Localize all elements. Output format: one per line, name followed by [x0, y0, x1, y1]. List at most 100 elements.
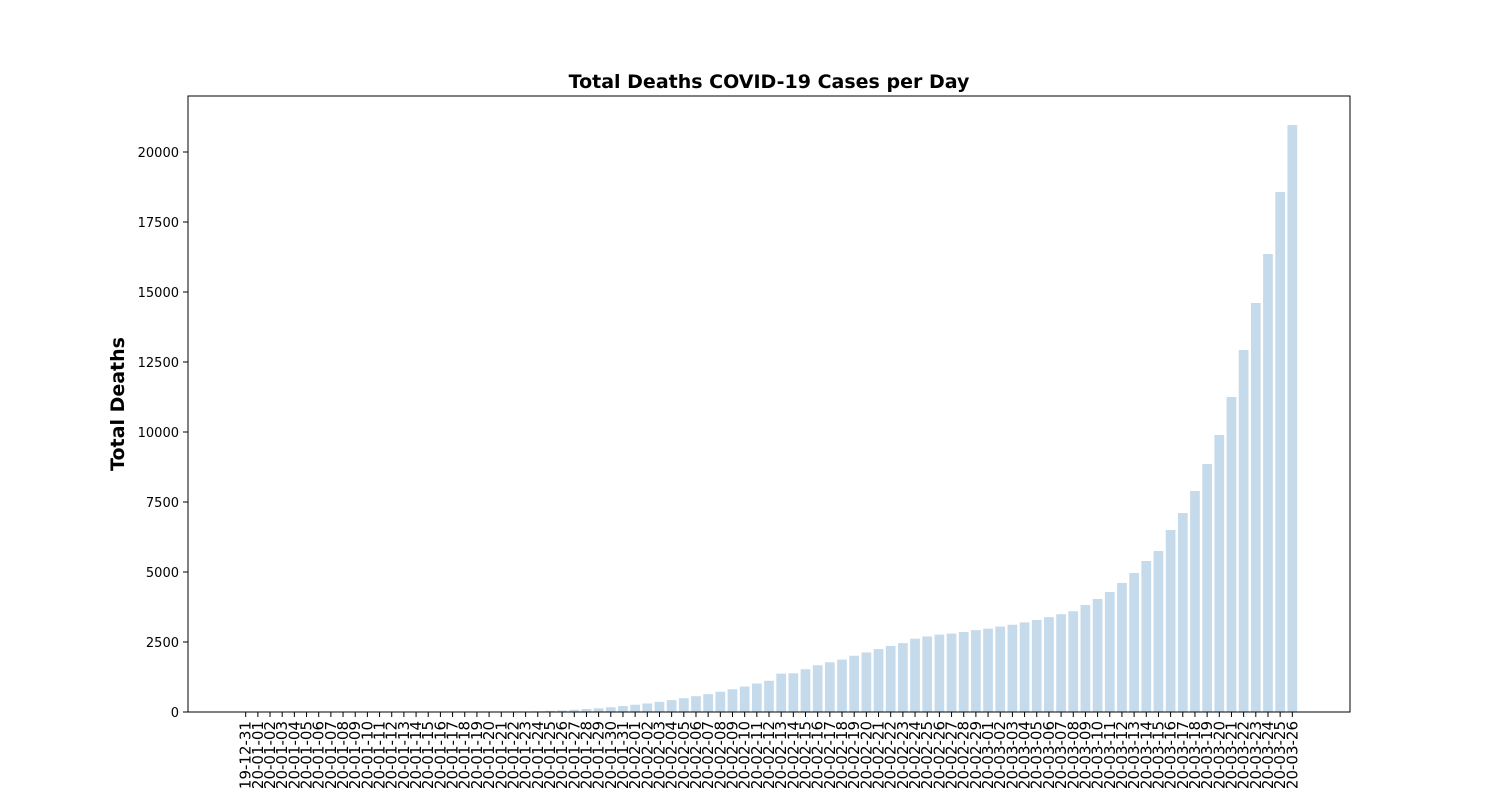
x-tick-label: 20-01-08 — [334, 721, 352, 789]
bar — [569, 709, 580, 712]
x-tick-label: 20-02-18 — [833, 721, 851, 789]
bar — [1068, 611, 1079, 712]
x-tick-label: 20-02-22 — [882, 721, 900, 789]
x-tick-label: 20-02-12 — [760, 721, 778, 789]
x-tick-label: 20-01-20 — [480, 721, 498, 789]
bar — [776, 673, 787, 712]
bar — [922, 636, 933, 712]
x-tick-label: 20-01-18 — [456, 721, 474, 789]
bar — [1165, 530, 1176, 712]
x-tick-label: 20-01-17 — [444, 721, 462, 789]
bar — [1129, 573, 1139, 712]
bar — [1044, 617, 1054, 712]
x-tick-label: 20-03-24 — [1259, 721, 1277, 789]
x-tick-label: 20-01-21 — [492, 721, 510, 789]
y-tick-label: 12500 — [138, 356, 179, 371]
x-tick-label: 20-02-06 — [687, 721, 705, 789]
bar — [1092, 598, 1103, 712]
x-tick-label: 20-02-29 — [967, 721, 985, 789]
x-tick-label: 20-01-24 — [529, 721, 547, 789]
x-tick-label: 20-01-01 — [249, 721, 267, 789]
x-tick-label: 20-02-21 — [870, 721, 888, 789]
x-tick-label: 20-02-14 — [784, 721, 802, 789]
x-tick-label: 20-01-25 — [541, 721, 559, 789]
y-tick-label: 20000 — [138, 146, 179, 161]
x-tick-label: 20-02-24 — [906, 721, 924, 789]
x-tick-label: 20-02-11 — [748, 721, 766, 789]
x-tick-label: 20-02-10 — [736, 721, 754, 789]
x-tick-label: 20-01-05 — [298, 721, 316, 789]
bar — [764, 680, 774, 712]
x-tick-label: 20-02-04 — [663, 721, 681, 789]
bar — [958, 631, 969, 712]
bar — [691, 696, 701, 712]
bar — [1007, 624, 1018, 712]
x-tick-label: 20-01-29 — [590, 721, 608, 789]
x-tick-label: 20-01-19 — [468, 721, 486, 789]
bar — [751, 683, 762, 712]
x-tick-label: 20-03-09 — [1076, 721, 1094, 789]
bar — [1019, 622, 1030, 712]
bar — [1177, 513, 1188, 712]
x-tick-label: 20-01-26 — [553, 721, 571, 789]
x-tick-label: 20-01-30 — [602, 721, 620, 789]
y-tick-label: 2500 — [146, 636, 179, 651]
x-tick-label: 20-02-20 — [857, 721, 875, 789]
bar — [1214, 434, 1225, 712]
x-tick-label: 20-01-27 — [565, 721, 583, 789]
x-tick-label: 20-03-12 — [1113, 721, 1131, 789]
y-tick-label: 10000 — [138, 426, 179, 441]
x-tick-label: 20-01-06 — [310, 721, 328, 789]
x-tick-label: 20-01-22 — [504, 721, 522, 789]
x-tick-label: 20-01-11 — [371, 721, 389, 789]
x-tick-label: 19-12-31 — [237, 721, 255, 789]
bar — [995, 626, 1006, 712]
bar — [1056, 614, 1066, 712]
x-tick-label: 20-03-11 — [1101, 721, 1119, 789]
x-tick-label: 20-03-10 — [1089, 721, 1107, 789]
y-tick-label: 7500 — [146, 496, 179, 511]
bar — [715, 691, 726, 712]
x-tick-label: 20-02-25 — [918, 721, 936, 789]
bar — [1287, 125, 1298, 713]
x-tick-label: 20-03-22 — [1235, 721, 1253, 789]
y-tick-label: 5000 — [146, 566, 179, 581]
x-tick-label: 20-03-06 — [1040, 721, 1058, 789]
x-tick-label: 20-03-02 — [991, 721, 1009, 789]
x-tick-label: 20-01-03 — [273, 721, 291, 789]
x-tick-label: 20-03-05 — [1028, 721, 1046, 789]
x-tick-label: 20-02-15 — [797, 721, 815, 789]
x-tick-label: 20-03-17 — [1174, 721, 1192, 789]
bar — [812, 665, 823, 712]
bar — [1104, 591, 1115, 712]
bar — [1238, 349, 1249, 712]
x-tick-label: 20-03-20 — [1210, 721, 1228, 789]
x-tick-label: 20-03-14 — [1137, 721, 1155, 789]
x-tick-label: 20-03-01 — [979, 721, 997, 789]
x-tick-label: 20-03-21 — [1222, 721, 1240, 789]
bar — [1275, 192, 1286, 713]
x-tick-label: 20-02-28 — [955, 721, 973, 789]
x-tick-label: 20-02-02 — [638, 721, 656, 789]
bar — [788, 673, 799, 712]
bar — [666, 700, 677, 712]
bar — [1250, 303, 1261, 712]
x-tick-label: 20-02-19 — [845, 721, 863, 789]
x-tick-label: 20-01-02 — [261, 721, 279, 789]
bar — [593, 708, 604, 712]
bar — [739, 686, 750, 712]
x-tick-label: 20-03-03 — [1003, 721, 1021, 789]
bar — [910, 638, 920, 712]
x-tick-label: 20-02-05 — [675, 721, 693, 789]
x-tick-label: 20-01-04 — [285, 721, 303, 789]
x-tick-label: 20-03-15 — [1149, 721, 1167, 789]
bar — [1153, 551, 1164, 712]
x-tick-label: 20-02-08 — [711, 721, 729, 789]
bar — [885, 645, 896, 712]
x-tick-label: 20-03-26 — [1283, 721, 1301, 789]
x-tick-label: 20-01-09 — [346, 721, 364, 789]
bar — [1190, 490, 1200, 712]
x-tick-label: 20-02-01 — [626, 721, 644, 789]
y-axis-label: Total Deaths — [107, 337, 129, 471]
